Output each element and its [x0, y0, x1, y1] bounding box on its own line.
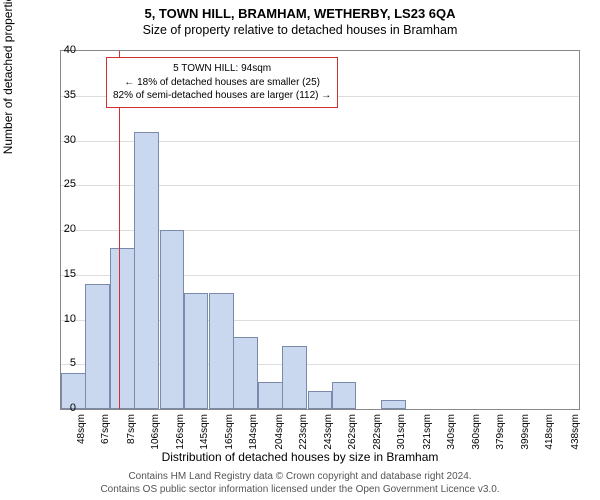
x-tick-label: 145sqm: [199, 414, 210, 454]
histogram-bar: [282, 346, 307, 409]
histogram-bar: [160, 230, 185, 409]
y-tick-label: 25: [46, 178, 76, 190]
plot-area: 48sqm67sqm87sqm106sqm126sqm145sqm165sqm1…: [60, 50, 580, 410]
x-tick-label: 379sqm: [495, 414, 506, 454]
x-tick-label: 243sqm: [323, 414, 334, 454]
histogram-bar: [308, 391, 333, 409]
y-tick-label: 0: [46, 402, 76, 414]
footer-attribution: Contains HM Land Registry data © Crown c…: [0, 471, 600, 496]
x-tick-label: 360sqm: [471, 414, 482, 454]
histogram-bar: [258, 382, 283, 409]
y-tick-label: 40: [46, 44, 76, 56]
y-tick-label: 10: [46, 313, 76, 325]
x-tick-label: 438sqm: [570, 414, 581, 454]
page-subtitle: Size of property relative to detached ho…: [0, 21, 600, 37]
x-tick-label: 87sqm: [126, 414, 137, 454]
y-tick-label: 5: [46, 357, 76, 369]
x-tick-label: 282sqm: [372, 414, 383, 454]
info-line3: 82% of semi-detached houses are larger (…: [113, 89, 331, 103]
y-axis-label: Number of detached properties: [1, 0, 15, 154]
x-tick-label: 223sqm: [298, 414, 309, 454]
histogram-bar: [332, 382, 357, 409]
y-tick-label: 35: [46, 89, 76, 101]
chart-container: 5, TOWN HILL, BRAMHAM, WETHERBY, LS23 6Q…: [0, 0, 600, 500]
histogram-bar: [233, 337, 258, 409]
x-tick-label: 126sqm: [175, 414, 186, 454]
x-tick-label: 204sqm: [274, 414, 285, 454]
histogram-bar: [209, 293, 234, 409]
histogram-bar: [85, 284, 110, 409]
info-line1: 5 TOWN HILL: 94sqm: [113, 62, 331, 76]
x-tick-label: 321sqm: [422, 414, 433, 454]
info-box: 5 TOWN HILL: 94sqm← 18% of detached hous…: [106, 57, 338, 108]
histogram-bar: [134, 132, 159, 409]
x-axis-label: Distribution of detached houses by size …: [0, 450, 600, 464]
x-tick-label: 262sqm: [347, 414, 358, 454]
page-title: 5, TOWN HILL, BRAMHAM, WETHERBY, LS23 6Q…: [0, 0, 600, 21]
footer-line1: Contains HM Land Registry data © Crown c…: [0, 471, 600, 484]
x-tick-label: 165sqm: [224, 414, 235, 454]
x-tick-label: 67sqm: [100, 414, 111, 454]
x-tick-label: 184sqm: [248, 414, 259, 454]
histogram-bar: [184, 293, 209, 409]
footer-line2: Contains OS public sector information li…: [0, 484, 600, 497]
y-tick-label: 15: [46, 268, 76, 280]
histogram-bar: [110, 248, 135, 409]
x-tick-label: 399sqm: [520, 414, 531, 454]
x-tick-label: 418sqm: [544, 414, 555, 454]
x-tick-label: 340sqm: [446, 414, 457, 454]
y-tick-label: 30: [46, 134, 76, 146]
histogram-bar: [381, 400, 406, 409]
x-tick-label: 48sqm: [76, 414, 87, 454]
x-tick-label: 106sqm: [150, 414, 161, 454]
info-line2: ← 18% of detached houses are smaller (25…: [113, 76, 331, 90]
x-tick-label: 301sqm: [396, 414, 407, 454]
y-tick-label: 20: [46, 223, 76, 235]
